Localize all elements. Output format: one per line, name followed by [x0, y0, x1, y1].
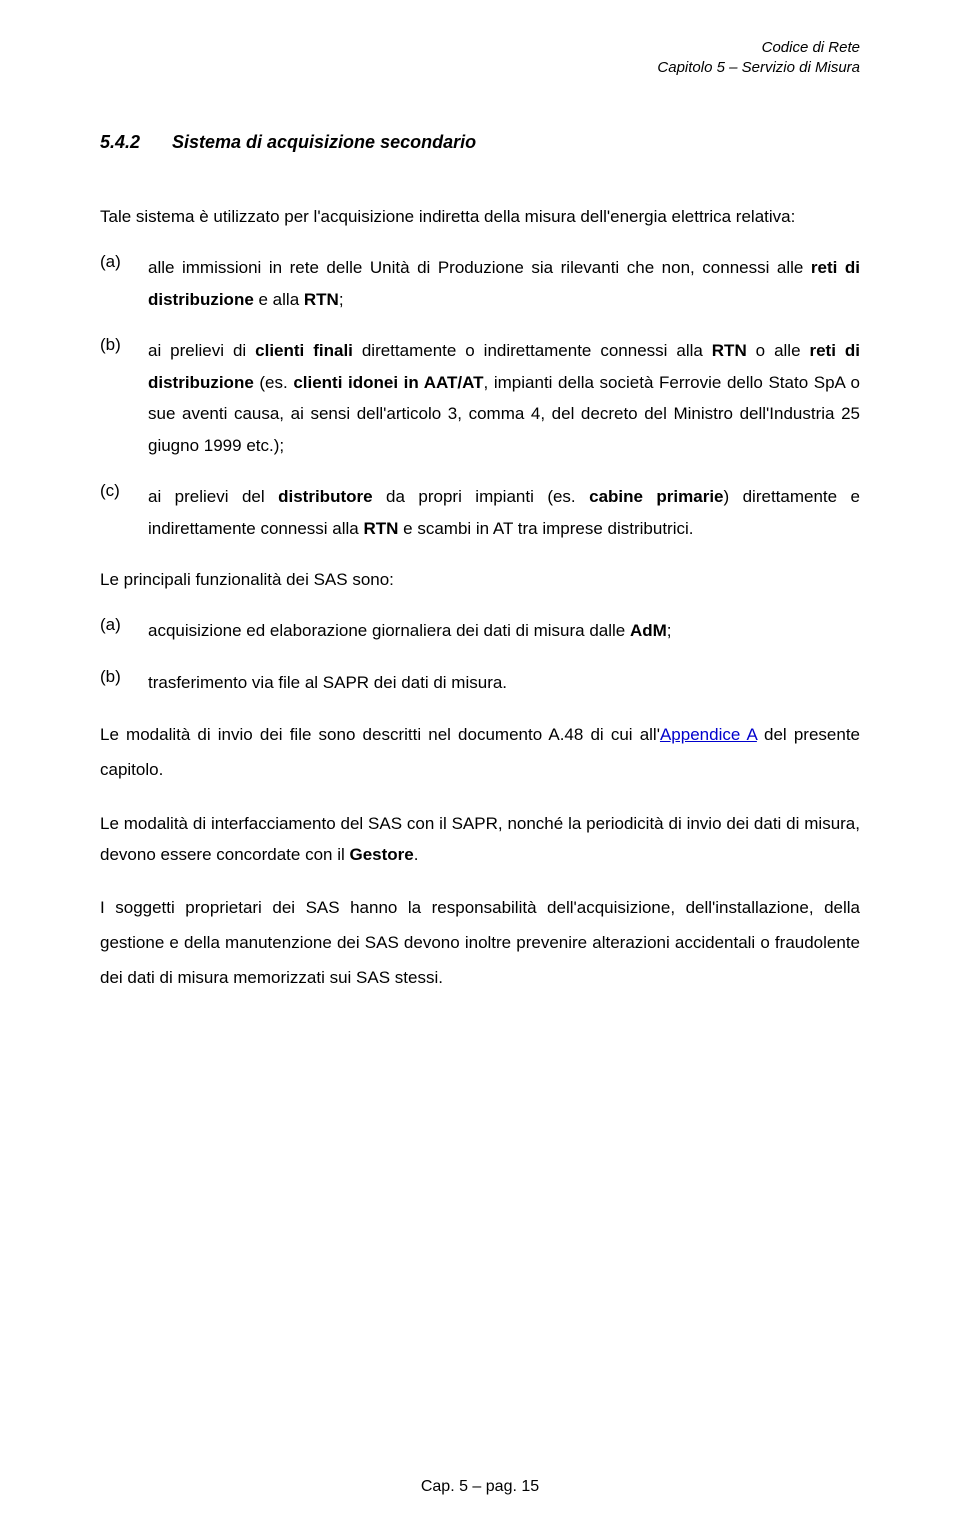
header-line-1: Codice di Rete	[657, 38, 860, 58]
section-number: 5.4.2	[100, 132, 172, 153]
section-title: Sistema di acquisizione secondario	[172, 132, 476, 153]
list2-item-a: (a) acquisizione ed elaborazione giornal…	[100, 615, 860, 646]
list-text: alle immissioni in rete delle Unità di P…	[148, 252, 860, 315]
list-marker: (a)	[100, 252, 148, 315]
page-footer: Cap. 5 – pag. 15	[0, 1478, 960, 1496]
list1-item-c: (c) ai prelievi del distributore da prop…	[100, 481, 860, 544]
list-marker: (b)	[100, 667, 148, 698]
list2-item-b: (b) trasferimento via file al SAPR dei d…	[100, 667, 860, 698]
paragraph-interface: Le modalità di interfacciamento del SAS …	[100, 808, 860, 871]
section-heading: 5.4.2 Sistema di acquisizione secondario	[100, 132, 860, 153]
page-content: 5.4.2 Sistema di acquisizione secondario…	[100, 132, 860, 1015]
list-marker: (a)	[100, 615, 148, 646]
list-text: acquisizione ed elaborazione giornaliera…	[148, 615, 860, 646]
paragraph-responsibility: I soggetti proprietari dei SAS hanno la …	[100, 891, 860, 996]
paragraph-functionality: Le principali funzionalità dei SAS sono:	[100, 564, 860, 595]
intro-paragraph: Tale sistema è utilizzato per l'acquisiz…	[100, 201, 860, 232]
paragraph-appendix: Le modalità di invio dei file sono descr…	[100, 718, 860, 788]
appendix-link[interactable]: Appendice A	[660, 725, 757, 744]
list-text: trasferimento via file al SAPR dei dati …	[148, 667, 860, 698]
list-marker: (c)	[100, 481, 148, 544]
page-header: Codice di Rete Capitolo 5 – Servizio di …	[657, 38, 860, 79]
list-marker: (b)	[100, 335, 148, 461]
list1-item-b: (b) ai prelievi di clienti finali dirett…	[100, 335, 860, 461]
list-text: ai prelievi del distributore da propri i…	[148, 481, 860, 544]
list-text: ai prelievi di clienti finali direttamen…	[148, 335, 860, 461]
list1-item-a: (a) alle immissioni in rete delle Unità …	[100, 252, 860, 315]
header-line-2: Capitolo 5 – Servizio di Misura	[657, 58, 860, 78]
